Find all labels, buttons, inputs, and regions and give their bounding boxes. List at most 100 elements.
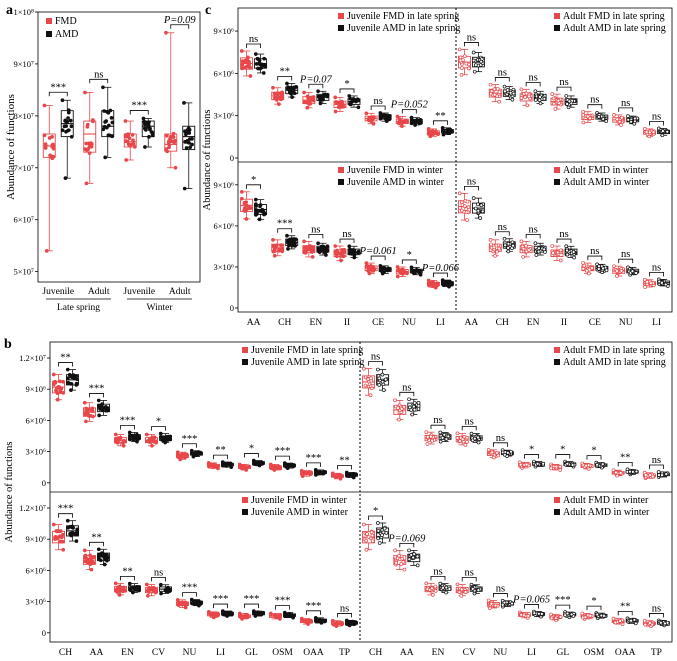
panel-b-sub0-amd-box-6-point bbox=[259, 460, 264, 465]
panel-c-sub0-sig-6-label: ** bbox=[435, 111, 446, 122]
panel-c-sub1-amd-box-6-point bbox=[665, 129, 670, 134]
panel-c-sub1-fmd-box-5-point bbox=[619, 115, 624, 120]
panel-b-sub3-fmd-box-8-point bbox=[611, 616, 616, 621]
panel-b-sub1-amd-box-1-point bbox=[407, 405, 412, 410]
panel-b-sub1-amd-box-6-point bbox=[565, 461, 570, 466]
panel-b-sub0-fmd-box-0-point bbox=[61, 379, 65, 384]
panel-b-sub1-fmd-box-3-point bbox=[462, 434, 467, 439]
panel-b-sub1-sig-6-bracket bbox=[555, 454, 571, 459]
panel-b-sub1-sig-8-bracket bbox=[617, 461, 633, 467]
panel-c-sub0-fmd-box-2-point bbox=[305, 100, 309, 105]
panel-b-xtick-label: NU bbox=[183, 648, 197, 658]
panel-b-sub3-legend-fmd-swatch bbox=[554, 497, 560, 503]
panel-c-sub0-amd-box-2-point bbox=[316, 89, 320, 94]
panel-a-sig-0-label: *** bbox=[50, 82, 66, 93]
panel-b-sub0-fmd-box-2-point bbox=[122, 439, 127, 444]
panel-b-sub2-sig-0-label: *** bbox=[58, 504, 74, 515]
panel-b-sub3-fmd-box-3-point bbox=[459, 587, 464, 592]
panel-b-sub3-sig-6-label: *** bbox=[555, 595, 571, 606]
panel-b-sub2-amd-box-0-point bbox=[74, 539, 79, 543]
panel-b-sub3-amd-box-6-point bbox=[565, 611, 570, 616]
panel-a-amd-box-3-point bbox=[188, 145, 193, 150]
panel-b-sub3-fmd-box-7-point bbox=[588, 613, 593, 618]
panel-c-sub3-sig-3-label: ns bbox=[559, 229, 568, 240]
panel-a-legend-fmd-swatch bbox=[46, 18, 52, 24]
panel-b-sub3-fmd-box-6-point bbox=[558, 614, 563, 619]
panel-c-sub0-amd-box-3-point bbox=[350, 99, 355, 104]
panel-a-amd-box-1-point bbox=[103, 155, 108, 160]
panel-b-sub0-fmd-box-9-point bbox=[334, 475, 338, 480]
panel-c-sub3-amd-box-3-point bbox=[565, 252, 570, 257]
panel-b-sub0-sig-3-bracket bbox=[151, 426, 166, 431]
panel-b-sub0-sig-2-label: *** bbox=[120, 415, 136, 426]
panel-b-sub0-amd-box-1-point bbox=[96, 398, 101, 403]
panel-b-sub2-fmd-box-8-point bbox=[302, 618, 307, 623]
panel-c-sub2-amd-box-3-point bbox=[352, 248, 357, 253]
panel-b-sub3-fmd-box-7-point bbox=[583, 615, 588, 620]
panel-b-sub3-legend-amd-swatch bbox=[554, 509, 560, 515]
panel-c-sub2-sig-6-label: P=0.066 bbox=[421, 263, 460, 274]
panel-b-sub1-sig-5-label: * bbox=[529, 445, 534, 456]
panel-c-sub1-fmd-box-0-point bbox=[458, 55, 463, 60]
panel-c-sub0-fmd-box-4-point bbox=[364, 111, 369, 116]
panel-c-sub2-fmd-box-5-point bbox=[395, 274, 400, 279]
panel-c-sub3-sig-6-label: ns bbox=[652, 262, 661, 273]
panel-c-sub1-fmd-box-0-point bbox=[459, 72, 464, 77]
panel-b-sub1-fmd-box-3-point bbox=[460, 437, 465, 442]
panel-b-sub1-fmd-box-6-point bbox=[554, 464, 559, 469]
panel-b-sub1-sig-1-label: ns bbox=[402, 382, 411, 393]
panel-c-sub0-fmd-box-2-point bbox=[305, 94, 310, 99]
panel-b-sub2-sig-9-label: ns bbox=[340, 603, 349, 614]
panel-b-sub0-legend-amd-label: Juvenile AMD in late spring bbox=[251, 357, 364, 368]
panel-c-ytick-label: 3×10⁶ bbox=[213, 111, 234, 121]
panel-a-amd-box-3-point bbox=[184, 146, 189, 150]
panel-c-sub1-fmd-box-3-point bbox=[553, 107, 558, 111]
panel-c-sub0-amd-box-5-point bbox=[411, 119, 416, 124]
panel-c-sub0-sig-6-bracket bbox=[433, 120, 448, 125]
panel-c-sub3-fmd-box-3-point bbox=[551, 251, 555, 255]
panel-c-sub1-fmd-box-0-point bbox=[462, 54, 467, 59]
panel-b-sub2-fmd-box-0-point bbox=[55, 536, 60, 541]
panel-a-fmd-box-2-point bbox=[130, 133, 135, 137]
panel-b-sub1-amd-box-0-point bbox=[376, 367, 380, 372]
panel-c-ylabel: Abundance of functions bbox=[202, 110, 213, 211]
panel-c-sub2-amd-box-4-point bbox=[387, 266, 392, 271]
panel-b-sub3-sig-1-bracket bbox=[399, 542, 415, 548]
panel-b-sub3-fmd-box-0-point bbox=[364, 538, 369, 543]
panel-a-amd-box-1-point bbox=[108, 108, 113, 113]
panel-b-xtick-label: GL bbox=[556, 648, 569, 658]
panel-b-sub2-sig-4-bracket bbox=[182, 592, 197, 597]
panel-b-sub1-amd-box-0-point bbox=[383, 377, 388, 382]
panel-c-sub2-fmd-box-5-point bbox=[399, 268, 404, 273]
panel-a-amd-box-2-point bbox=[141, 116, 146, 121]
panel-c-sub0-amd-box-1-point bbox=[285, 86, 290, 91]
panel-c-sub3-amd-box-2-point bbox=[533, 241, 538, 246]
panel-c-sub1-sig-2-bracket bbox=[525, 81, 541, 87]
panel-b-sub0-amd-box-0-point bbox=[70, 374, 75, 378]
panel-a-fmd-box-2-point bbox=[123, 119, 128, 123]
panel-c-sub2-fmd-box-6-point bbox=[435, 283, 440, 288]
panel-b-sub3-fmd-box-9-point bbox=[648, 621, 652, 625]
panel-b-sub2-legend-amd-label: Juvenile AMD in winter bbox=[251, 507, 349, 518]
panel-b-sub3-fmd-box-0-point bbox=[365, 532, 369, 536]
panel-b-sub0-amd-box-3-point bbox=[159, 435, 164, 440]
panel-c-sub2-sig-2-label: ns bbox=[311, 224, 320, 235]
panel-c-sub1-amd-box-2-point bbox=[538, 95, 542, 99]
panel-c-sub2-fmd-box-1-point bbox=[272, 249, 277, 253]
panel-b-sub1-fmd-box-1-point bbox=[396, 406, 400, 410]
panel-c-sub0-fmd-box-3-point bbox=[333, 109, 338, 114]
panel-c-frame bbox=[237, 7, 673, 313]
panel-c-sub3-fmd-box-0-point bbox=[459, 208, 464, 213]
panel-b-xtick-label: OAA bbox=[303, 648, 324, 658]
panel-c-sub2-fmd-box-3-point bbox=[341, 254, 346, 259]
panel-b-sub1-fmd-box-1-point bbox=[397, 417, 401, 422]
panel-c-sub3-sig-0-label: ns bbox=[467, 176, 476, 187]
panel-b-sub2-amd-box-1-point bbox=[105, 556, 110, 560]
panel-a-fmd-box-3-point bbox=[164, 147, 169, 151]
panel-c-sub0-fmd-box-1-point bbox=[280, 90, 284, 95]
panel-b-sub2-amd-box-7-point bbox=[286, 613, 290, 618]
panel-a-amd-box-1-point bbox=[101, 85, 105, 90]
panel-c-sub0-sig-0-label: ns bbox=[249, 34, 258, 45]
panel-c-sub0-sig-2-label: P=0.07 bbox=[299, 74, 333, 85]
panel-b-sub3-amd-box-1-point bbox=[412, 552, 417, 556]
